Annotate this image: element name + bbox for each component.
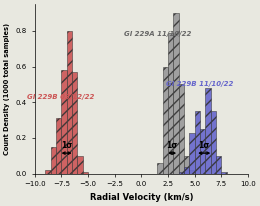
Bar	[162, 67, 168, 174]
Bar	[189, 170, 195, 174]
Bar	[56, 118, 61, 174]
Bar	[157, 163, 162, 174]
Bar	[77, 156, 83, 174]
Bar	[184, 166, 189, 174]
Text: Gl 229B 11/10/22: Gl 229B 11/10/22	[166, 81, 234, 87]
Bar	[184, 156, 189, 174]
Text: 1σ: 1σ	[199, 140, 210, 150]
Y-axis label: Count Density (1000 total samples): Count Density (1000 total samples)	[4, 23, 10, 155]
Text: Gl 229A 11/10/22: Gl 229A 11/10/22	[124, 32, 191, 37]
Text: 1σ: 1σ	[167, 140, 178, 150]
Bar	[211, 111, 216, 174]
Bar	[195, 111, 200, 174]
Bar	[61, 70, 67, 174]
Text: 1σ: 1σ	[61, 140, 72, 150]
Bar	[179, 84, 184, 174]
Bar	[83, 172, 88, 174]
Bar	[189, 133, 195, 174]
Bar	[179, 172, 184, 174]
Bar	[173, 13, 179, 174]
Bar	[51, 147, 56, 174]
Bar	[45, 170, 51, 174]
Bar	[67, 31, 72, 174]
Bar	[205, 88, 211, 174]
Bar	[72, 72, 77, 174]
Text: Gl 229B 03/12/22: Gl 229B 03/12/22	[27, 94, 94, 100]
Bar	[168, 33, 173, 174]
Bar	[200, 129, 205, 174]
Bar	[221, 172, 227, 174]
Bar	[216, 156, 221, 174]
X-axis label: Radial Velocity (km/s): Radial Velocity (km/s)	[89, 193, 193, 202]
